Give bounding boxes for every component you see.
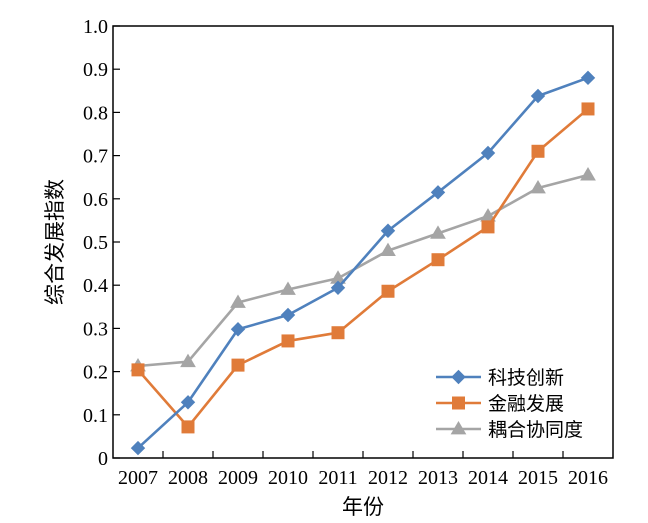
data-point (331, 326, 345, 340)
data-point (380, 242, 396, 257)
y-tick-label: 0.4 (83, 275, 108, 297)
x-tick-label: 2008 (168, 467, 208, 489)
series-line (137, 173, 589, 368)
data-point (330, 280, 346, 295)
x-tick-label: 2014 (468, 467, 508, 489)
x-axis: 2007 2008 2009 2010 2011 2012 2013 2014 2015 2016 (118, 451, 608, 489)
data-point (380, 223, 396, 238)
data-point (581, 102, 595, 116)
data-point (481, 220, 495, 234)
legend-item: 金融发展 (436, 393, 564, 415)
y-tick-label: 0.6 (83, 189, 108, 211)
data-point (280, 281, 296, 295)
data-point (131, 363, 145, 377)
data-point (381, 284, 395, 298)
y-axis: 0 0.1 0.2 0.3 0.4 0.5 0.6 0.7 0.8 0.9 1.0 (83, 16, 120, 470)
data-point (431, 253, 445, 267)
y-tick-label: 0 (98, 448, 108, 470)
y-tick-label: 0.1 (83, 405, 108, 427)
data-point (580, 167, 596, 181)
series-3 (130, 167, 596, 372)
legend-label: 耦合协同度 (488, 419, 583, 441)
x-tick-label: 2007 (118, 467, 158, 489)
data-point (130, 440, 146, 456)
x-tick-label: 2016 (568, 467, 608, 489)
data-point (530, 180, 546, 194)
data-point (480, 145, 496, 161)
legend-marker (450, 421, 467, 435)
y-tick-label: 0.3 (83, 318, 108, 340)
legend-item: 科技创新 (436, 367, 564, 389)
data-point (430, 185, 446, 200)
legend-marker (451, 369, 466, 385)
data-point (530, 88, 546, 104)
y-axis-title: 综合发展指数 (43, 179, 67, 305)
x-tick-label: 2011 (318, 467, 357, 489)
legend-item: 耦合协同度 (436, 419, 583, 441)
data-point (280, 307, 296, 323)
x-tick-label: 2013 (418, 467, 458, 489)
x-tick-label: 2015 (518, 467, 558, 489)
data-point (231, 358, 245, 372)
data-point (180, 395, 196, 410)
x-axis-title: 年份 (342, 495, 384, 519)
data-point (531, 144, 545, 158)
legend-marker (452, 396, 465, 410)
data-point (580, 70, 596, 86)
data-point (230, 322, 246, 337)
x-tick-label: 2009 (218, 467, 258, 489)
data-point (430, 225, 446, 239)
y-tick-label: 1.0 (83, 16, 108, 38)
data-point (181, 420, 195, 434)
data-point (230, 294, 246, 308)
y-tick-label: 0.5 (83, 232, 108, 254)
series-1 (130, 70, 596, 456)
y-tick-label: 0.9 (83, 59, 108, 81)
legend-label: 科技创新 (488, 367, 564, 389)
x-tick-label: 2010 (268, 467, 308, 489)
data-point (180, 353, 196, 368)
legend-label: 金融发展 (488, 393, 564, 415)
y-tick-label: 0.7 (83, 146, 108, 168)
x-tick-label: 2012 (368, 467, 408, 489)
y-tick-label: 0.2 (83, 362, 108, 384)
series-layer (130, 70, 596, 456)
y-tick-label: 0.8 (83, 102, 108, 124)
series-2 (131, 102, 595, 434)
series-line (137, 107, 589, 429)
data-point (281, 334, 295, 348)
series-line (137, 76, 589, 450)
